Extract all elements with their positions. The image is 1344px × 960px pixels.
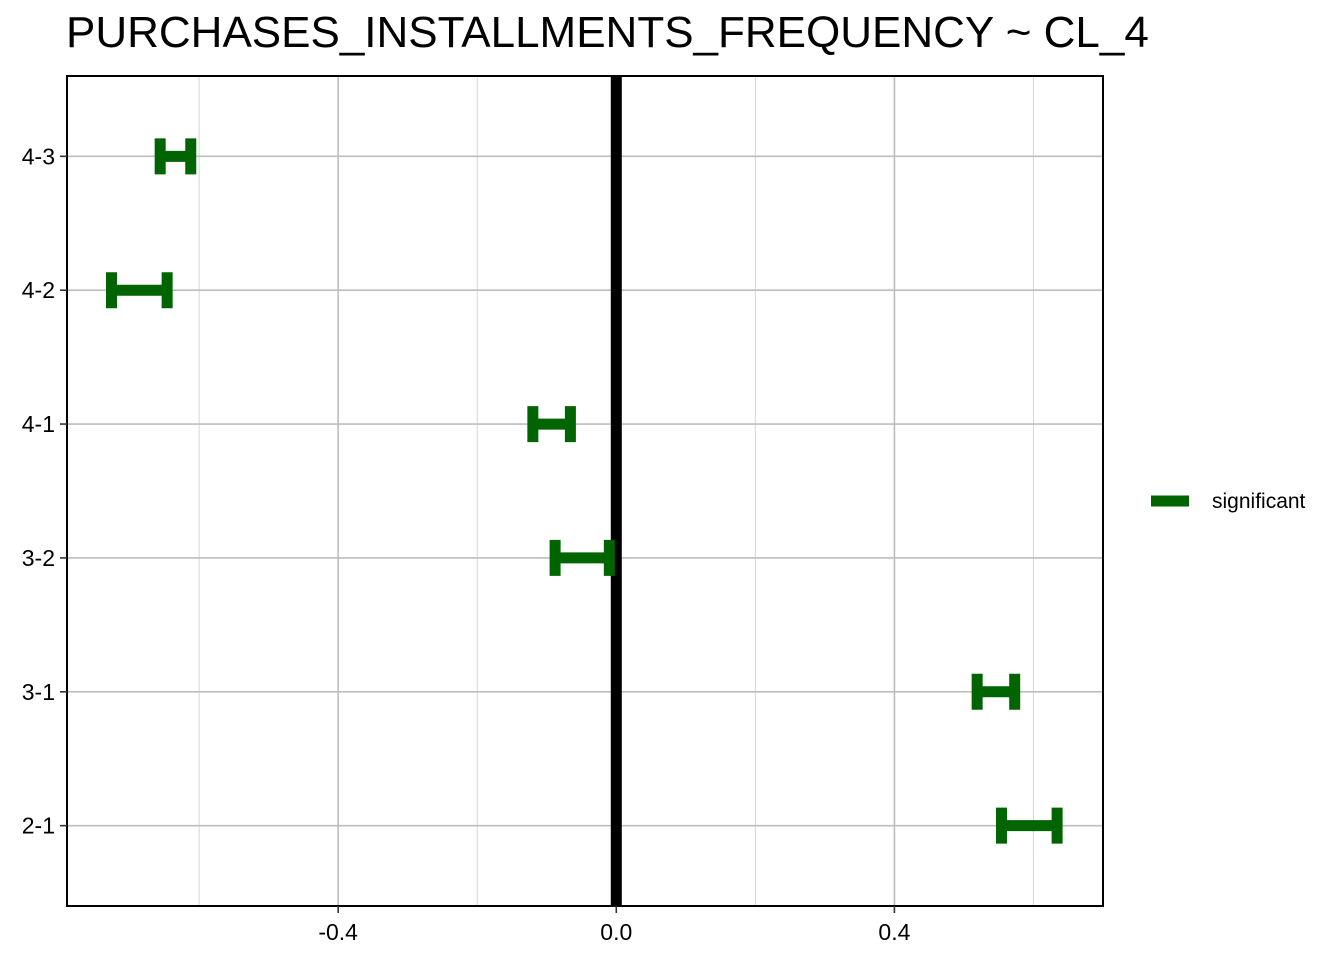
errorbar-3-2 bbox=[549, 539, 615, 576]
y-tick-label: 3-1 bbox=[22, 679, 55, 705]
errorbar-2-1 bbox=[995, 807, 1063, 844]
x-tick-label: -0.4 bbox=[318, 919, 358, 945]
panel-border bbox=[66, 75, 1104, 907]
legend-label: significant bbox=[1212, 490, 1306, 513]
errorbar-layer bbox=[105, 138, 1063, 844]
y-tick-label: 4-1 bbox=[22, 411, 55, 437]
grid-layer bbox=[67, 76, 1103, 906]
y-tick-label: 3-2 bbox=[22, 545, 55, 571]
y-tick-label: 4-3 bbox=[22, 143, 55, 169]
legend: significant bbox=[1151, 490, 1306, 513]
x-tick-label: 0.4 bbox=[878, 919, 910, 945]
y-tick-label: 4-2 bbox=[22, 277, 55, 303]
x-tick-label: 0.0 bbox=[600, 919, 632, 945]
axis-layer: -0.4 0.0 0.4 4-3 4-2 4-1 3-2 3-1 2-1 bbox=[22, 143, 911, 945]
y-tick-label: 2-1 bbox=[22, 813, 55, 839]
errorbar-3-1 bbox=[971, 673, 1021, 710]
chart-title: PURCHASES_INSTALLMENTS_FREQUENCY ~ CL_4 bbox=[66, 8, 1149, 57]
errorbar-4-1 bbox=[527, 406, 576, 443]
errorbar-4-3 bbox=[154, 138, 197, 175]
errorbar-4-2 bbox=[105, 272, 173, 309]
